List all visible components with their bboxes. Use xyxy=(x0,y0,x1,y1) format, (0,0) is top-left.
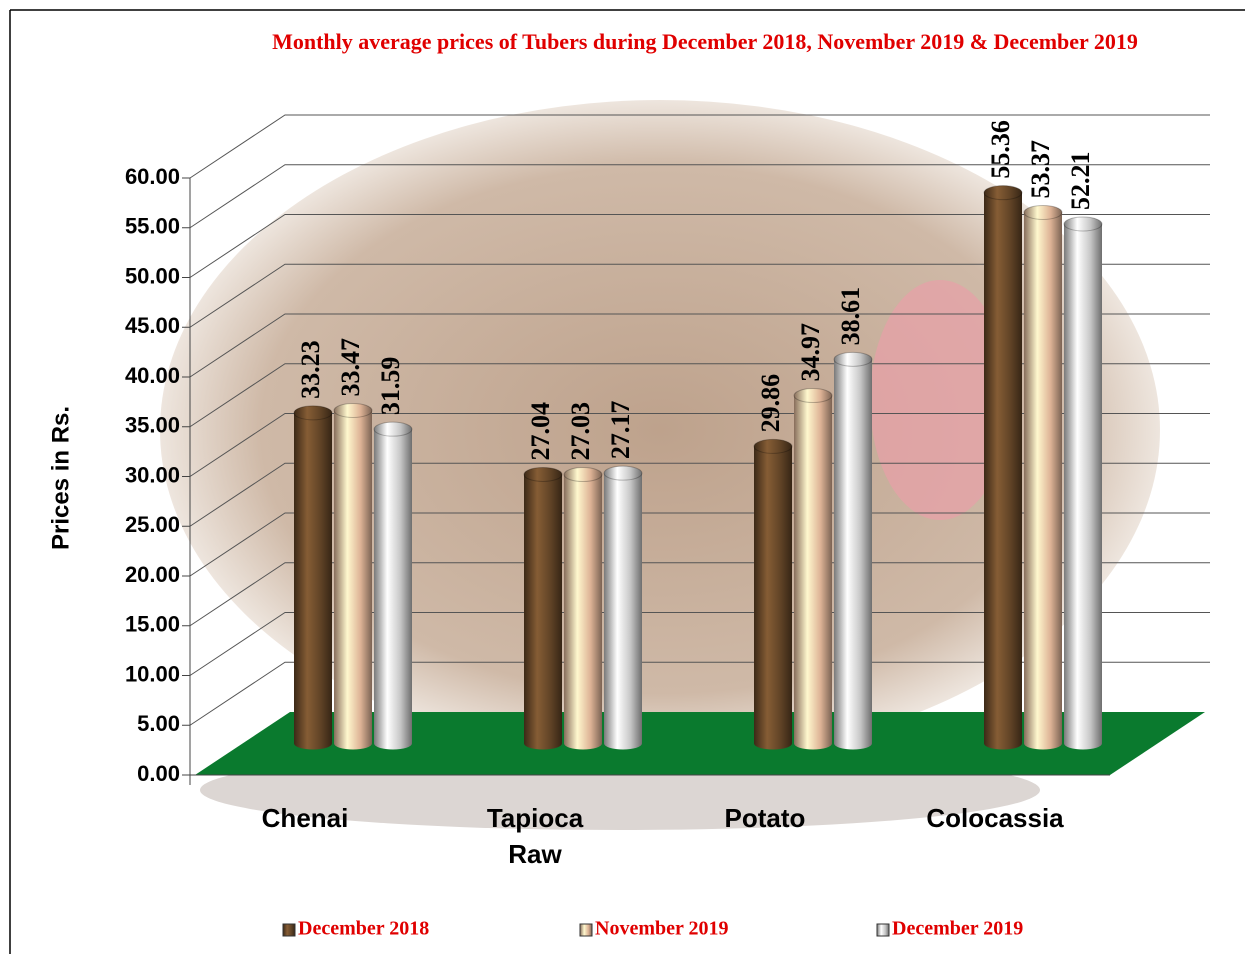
grid-line xyxy=(189,263,1210,328)
legend-label: December 2018 xyxy=(298,918,429,940)
bar-cap xyxy=(373,421,413,437)
grid-line xyxy=(189,413,1210,477)
grid-line xyxy=(189,512,1210,577)
y-tick-label: 15.00 xyxy=(125,612,180,637)
data-label: 55.36 xyxy=(986,120,1015,179)
x-tick-text: Tapioca Raw xyxy=(486,803,584,869)
grid-line xyxy=(189,612,1210,676)
legend-label: November 2019 xyxy=(595,918,729,940)
grid-line xyxy=(189,214,1210,278)
bar-cap xyxy=(983,185,1023,201)
chart-title: Monthly average prices of Tubers during … xyxy=(272,29,1138,54)
data-label: 27.03 xyxy=(566,402,595,461)
grid-line xyxy=(189,363,1210,428)
y-tick-label: 10.00 xyxy=(125,661,180,686)
grid-line xyxy=(189,562,1210,627)
bar-cap xyxy=(563,467,603,483)
bar-cap xyxy=(753,438,793,454)
data-label: 31.59 xyxy=(376,357,405,416)
bar xyxy=(1064,224,1102,744)
data-label: 33.23 xyxy=(296,340,325,399)
y-tick-label: 25.00 xyxy=(125,512,180,537)
legend-swatch xyxy=(579,923,593,937)
bar-cap xyxy=(293,405,333,421)
bar xyxy=(754,446,792,744)
y-tick-label: 50.00 xyxy=(125,263,180,288)
x-label-box: Chenai xyxy=(185,800,425,836)
x-label-box: Tapioca Raw xyxy=(415,800,655,872)
data-label: 38.61 xyxy=(836,287,865,346)
title-box: Monthly average prices of Tubers during … xyxy=(272,29,1138,54)
bar xyxy=(294,412,332,744)
data-label: 52.21 xyxy=(1066,152,1095,211)
y-tick-label: 20.00 xyxy=(125,562,180,587)
legend-label: December 2019 xyxy=(892,918,1023,940)
y-tick-label: 45.00 xyxy=(125,313,180,338)
x-tick-label: Tapioca Raw xyxy=(415,800,655,872)
bar xyxy=(564,474,602,744)
x-label-box: Potato xyxy=(645,800,885,836)
bar xyxy=(834,359,872,744)
x-label-box: Colocassia xyxy=(875,800,1115,836)
bar-cap xyxy=(1063,216,1103,232)
legend-swatch xyxy=(282,923,296,937)
data-label: 34.97 xyxy=(796,323,825,382)
bar-cap xyxy=(603,465,643,481)
bar xyxy=(604,473,642,744)
bar xyxy=(984,192,1022,744)
grid-line xyxy=(189,462,1210,527)
bar xyxy=(334,410,372,744)
y-tick-label: 40.00 xyxy=(125,363,180,388)
grid-line xyxy=(189,313,1210,378)
x-tick-label: Chenai xyxy=(185,800,425,836)
bar xyxy=(794,395,832,744)
x-tick-text: Potato xyxy=(724,803,806,833)
data-label: 29.86 xyxy=(756,374,785,433)
background-image xyxy=(870,280,1010,520)
bar xyxy=(524,474,562,744)
legend-swatch xyxy=(876,923,890,937)
bar-cap xyxy=(523,466,563,482)
bar xyxy=(1024,212,1062,744)
y-axis-label: Prices in Rs. xyxy=(47,406,74,550)
grid-line xyxy=(189,661,1210,726)
x-tick-label: Colocassia xyxy=(875,800,1115,836)
bar-cap xyxy=(1023,204,1063,220)
data-label: 27.17 xyxy=(606,401,635,460)
bar-cap xyxy=(333,402,373,418)
bar xyxy=(374,429,412,744)
grid-line xyxy=(189,164,1210,229)
x-tick-label: Potato xyxy=(645,800,885,836)
grid-line xyxy=(189,114,1210,179)
data-label: 53.37 xyxy=(1026,140,1055,199)
bar-cap xyxy=(833,351,873,367)
x-tick-text: Colocassia xyxy=(926,803,1064,833)
y-tick-label: 55.00 xyxy=(125,214,180,239)
y-tick-label: 0.00 xyxy=(137,761,180,786)
data-label: 27.04 xyxy=(526,402,555,461)
bar-cap xyxy=(793,388,833,404)
y-tick-label: 30.00 xyxy=(125,462,180,487)
x-tick-text: Chenai xyxy=(261,803,349,833)
data-label: 33.47 xyxy=(336,338,365,397)
y-tick-label: 5.00 xyxy=(137,711,180,736)
y-tick-label: 35.00 xyxy=(125,413,180,438)
floor xyxy=(195,712,1205,775)
y-tick-label: 60.00 xyxy=(125,164,180,189)
